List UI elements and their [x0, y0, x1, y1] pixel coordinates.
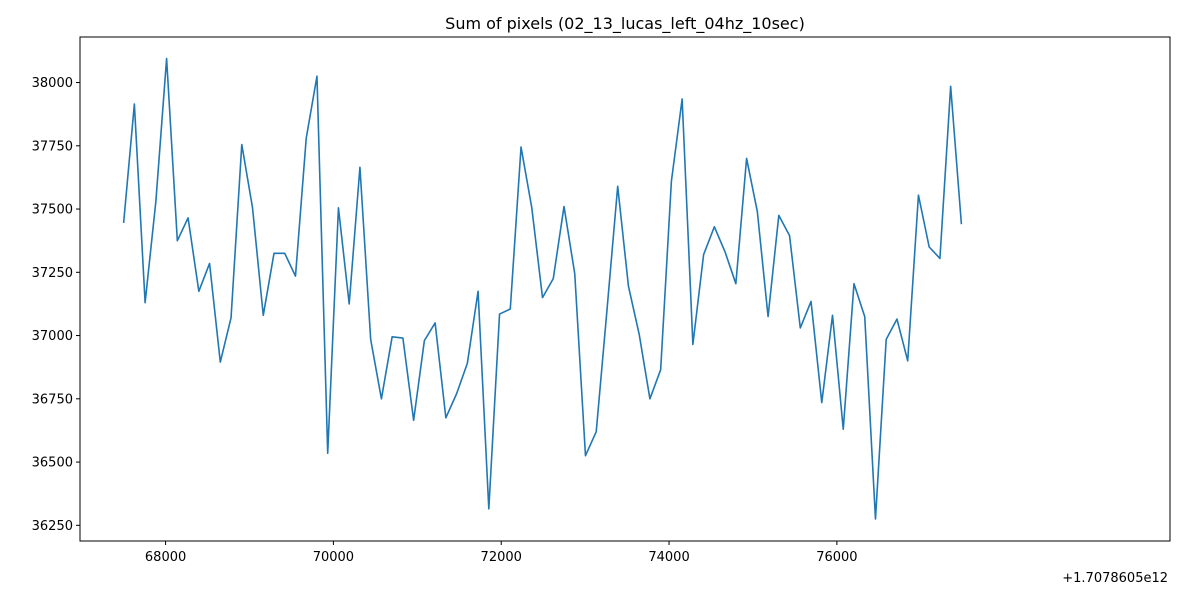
y-tick-label: 37250 [32, 266, 73, 281]
x-axis: 68000 70000 72000 74000 76000 [145, 541, 858, 565]
x-tick-label: 70000 [313, 550, 354, 565]
plot-area [122, 57, 963, 520]
plot-frame [79, 36, 1171, 542]
y-tick-label: 36500 [32, 456, 73, 471]
x-tick-label: 76000 [816, 550, 857, 565]
series-line [122, 57, 963, 520]
x-offset-label: +1.7078605e12 [1062, 571, 1168, 586]
y-tick-label: 37750 [32, 139, 73, 154]
y-axis: 36250 36500 36750 37000 37250 37500 37750 38000 [32, 76, 80, 534]
x-tick-label: 72000 [481, 550, 522, 565]
y-tick-label: 37000 [32, 329, 73, 344]
y-tick-label: 38000 [32, 76, 73, 91]
x-tick-label: 74000 [648, 550, 689, 565]
x-tick-label: 68000 [145, 550, 186, 565]
y-tick-label: 36750 [32, 392, 73, 407]
chart-title: Sum of pixels (02_13_lucas_left_04hz_10s… [445, 14, 805, 34]
y-tick-label: 37500 [32, 203, 73, 218]
y-tick-label: 36250 [32, 519, 73, 534]
